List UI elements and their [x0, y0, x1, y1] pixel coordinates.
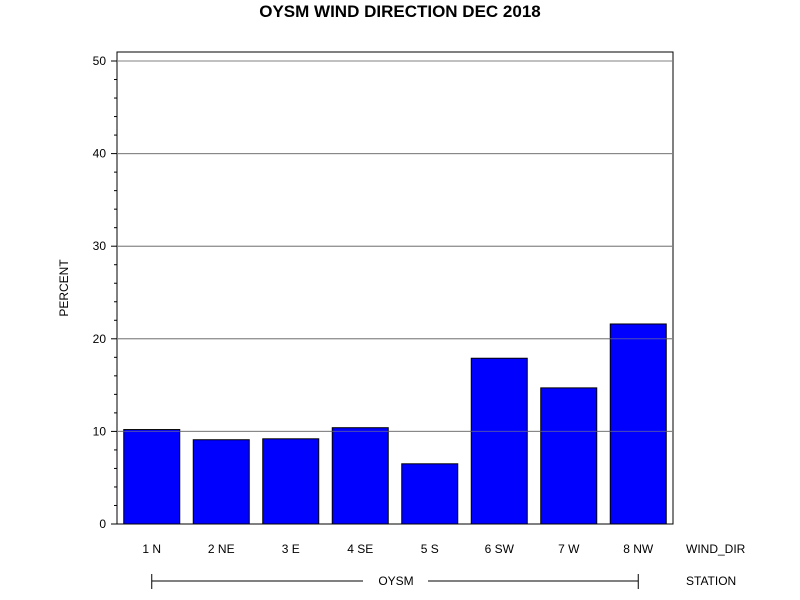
bar: [331, 427, 389, 525]
station-axis-label: STATION: [686, 574, 736, 588]
bar: [192, 439, 250, 525]
station-group-label: OYSM: [378, 574, 413, 588]
y-tick-label: 20: [93, 332, 107, 346]
y-axis-label: PERCENT: [57, 259, 71, 317]
x-tick-label: 4 SE: [347, 542, 373, 556]
bar: [262, 438, 320, 525]
x-tick-label: 7 W: [558, 542, 580, 556]
x-tick-label: 5 S: [421, 542, 439, 556]
x-tick-label: 3 E: [282, 542, 300, 556]
x-tick-label: 1 N: [142, 542, 161, 556]
y-tick-label: 10: [93, 424, 107, 438]
x-axis-label: WIND_DIR: [686, 542, 746, 556]
y-tick-label: 50: [93, 54, 107, 68]
chart-title: OYSM WIND DIRECTION DEC 2018: [259, 2, 541, 21]
bar: [401, 463, 459, 525]
plot-area: 0 10 20 30 40 50 1 N 2 NE 3 E 4 SE 5 S 6 SW 7 W 8 NW: [93, 51, 674, 589]
y-tick-label: 0: [99, 517, 106, 531]
y-tick-label: 30: [93, 239, 107, 253]
bar: [470, 357, 528, 525]
x-tick-label: 8 NW: [623, 542, 654, 556]
bar: [540, 387, 598, 525]
bar: [123, 429, 181, 525]
x-tick-label: 6 SW: [485, 542, 515, 556]
y-tick-label: 40: [93, 147, 107, 161]
bar: [609, 323, 667, 525]
x-tick-label: 2 NE: [208, 542, 235, 556]
